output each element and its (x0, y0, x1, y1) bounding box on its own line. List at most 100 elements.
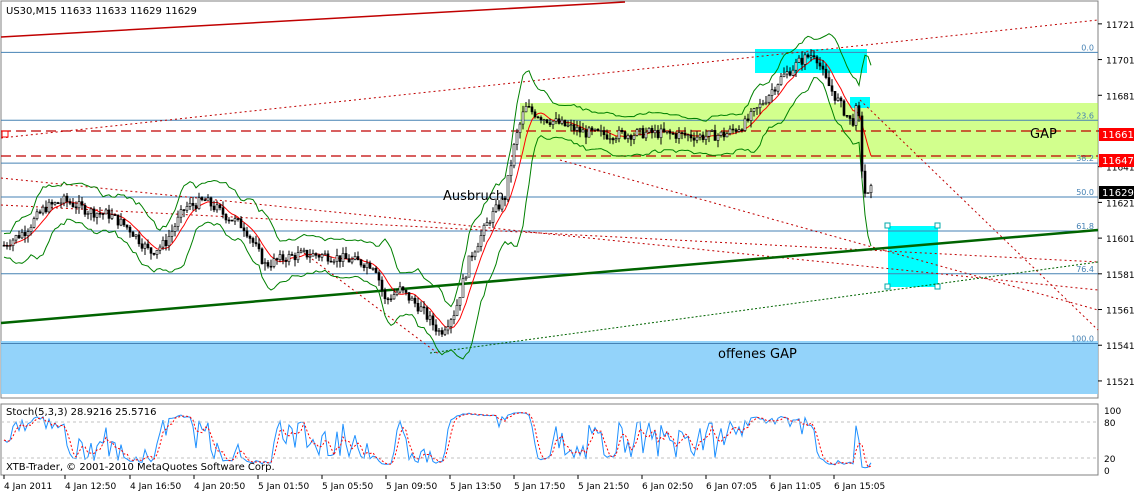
candle-body[interactable] (314, 253, 318, 256)
candle-body[interactable] (380, 279, 384, 291)
candle-body[interactable] (641, 128, 645, 139)
candle-body[interactable] (362, 264, 366, 268)
candle-body[interactable] (848, 115, 852, 119)
candle-body[interactable] (137, 234, 141, 245)
candle-body[interactable] (155, 250, 159, 255)
target-box-handle[interactable] (884, 283, 891, 290)
candle-body[interactable] (248, 235, 252, 239)
candle-body[interactable] (521, 111, 525, 125)
candle-body[interactable] (503, 197, 507, 201)
bollinger-lower-band[interactable] (3, 76, 872, 360)
candle-body[interactable] (389, 298, 393, 301)
candle-body[interactable] (839, 97, 843, 102)
candle-body[interactable] (77, 201, 81, 209)
candle-body[interactable] (236, 218, 240, 220)
candle-body[interactable] (614, 138, 618, 141)
candle-body[interactable] (830, 85, 834, 92)
candle-body[interactable] (446, 326, 450, 331)
candle-body[interactable] (74, 206, 78, 209)
candle-body[interactable] (488, 222, 492, 224)
candle-body[interactable] (815, 56, 819, 64)
candle-body[interactable] (125, 224, 129, 228)
candle-body[interactable] (797, 57, 801, 63)
candle-body[interactable] (266, 262, 270, 267)
candle-body[interactable] (539, 117, 543, 121)
candle-body[interactable] (500, 197, 504, 210)
candle-body[interactable] (686, 134, 690, 137)
candle-body[interactable] (164, 239, 168, 247)
candle-body[interactable] (482, 225, 486, 236)
candle-body[interactable] (89, 208, 93, 214)
red-descending-line-3[interactable] (559, 159, 1099, 311)
candle-body[interactable] (494, 204, 498, 212)
candle-body[interactable] (476, 246, 480, 253)
candle-body[interactable] (65, 195, 69, 202)
candle-body[interactable] (158, 246, 162, 251)
candle-body[interactable] (161, 239, 165, 248)
candle-body[interactable] (284, 259, 288, 262)
candle-body[interactable] (659, 128, 663, 138)
candle-body[interactable] (497, 204, 501, 210)
candle-body[interactable] (455, 304, 459, 316)
candle-body[interactable] (575, 126, 579, 131)
candle-body[interactable] (56, 202, 60, 204)
candle-body[interactable] (311, 253, 315, 257)
candle-body[interactable] (677, 132, 681, 139)
candle-body[interactable] (509, 165, 513, 176)
candle-body[interactable] (188, 202, 192, 207)
candle-body[interactable] (533, 111, 537, 118)
candle-body[interactable] (23, 232, 27, 237)
candle-body[interactable] (620, 129, 624, 133)
candle-body[interactable] (458, 297, 462, 306)
candle-body[interactable] (410, 297, 414, 301)
candle-body[interactable] (569, 124, 573, 126)
candle-body[interactable] (398, 286, 402, 293)
candle-body[interactable] (179, 209, 183, 218)
candle-body[interactable] (53, 202, 57, 205)
candle-body[interactable] (749, 111, 753, 121)
candle-body[interactable] (260, 248, 264, 264)
candle-body[interactable] (365, 262, 369, 268)
candle-body[interactable] (737, 129, 741, 132)
candle-body[interactable] (215, 204, 219, 211)
green-support-trendline[interactable] (0, 228, 1099, 325)
candle-body[interactable] (851, 118, 855, 126)
candle-body[interactable] (428, 315, 432, 320)
candle-body[interactable] (392, 294, 396, 300)
candle-body[interactable] (587, 127, 591, 138)
candle-body[interactable] (290, 254, 294, 256)
candle-body[interactable] (818, 62, 822, 67)
candle-body[interactable] (2, 244, 6, 247)
candle-body[interactable] (668, 130, 672, 134)
candle-body[interactable] (776, 84, 780, 92)
candle-body[interactable] (113, 214, 117, 216)
candle-body[interactable] (698, 134, 702, 138)
candle-body[interactable] (473, 251, 477, 258)
candle-body[interactable] (701, 134, 705, 140)
candle-body[interactable] (368, 262, 372, 269)
candle-body[interactable] (524, 106, 528, 113)
candle-body[interactable] (467, 255, 471, 278)
candle-body[interactable] (770, 89, 774, 96)
candle-body[interactable] (98, 212, 102, 215)
candle-body[interactable] (479, 235, 483, 247)
candle-body[interactable] (257, 243, 261, 250)
candle-body[interactable] (374, 268, 378, 273)
candle-body[interactable] (629, 135, 633, 140)
candle-body[interactable] (386, 298, 390, 301)
red-descending-line[interactable] (0, 177, 1099, 291)
candle-body[interactable] (608, 138, 612, 140)
candle-body[interactable] (221, 207, 225, 215)
candle-body[interactable] (359, 259, 363, 266)
candle-body[interactable] (764, 101, 768, 104)
candle-body[interactable] (278, 254, 282, 260)
candle-body[interactable] (269, 265, 273, 268)
candle-body[interactable] (806, 54, 810, 58)
candle-body[interactable] (185, 206, 189, 211)
candle-body[interactable] (761, 103, 765, 105)
candle-body[interactable] (14, 235, 18, 241)
candle-body[interactable] (341, 253, 345, 262)
candle-body[interactable] (26, 231, 30, 237)
candle-body[interactable] (254, 242, 258, 245)
candle-body[interactable] (275, 258, 279, 260)
